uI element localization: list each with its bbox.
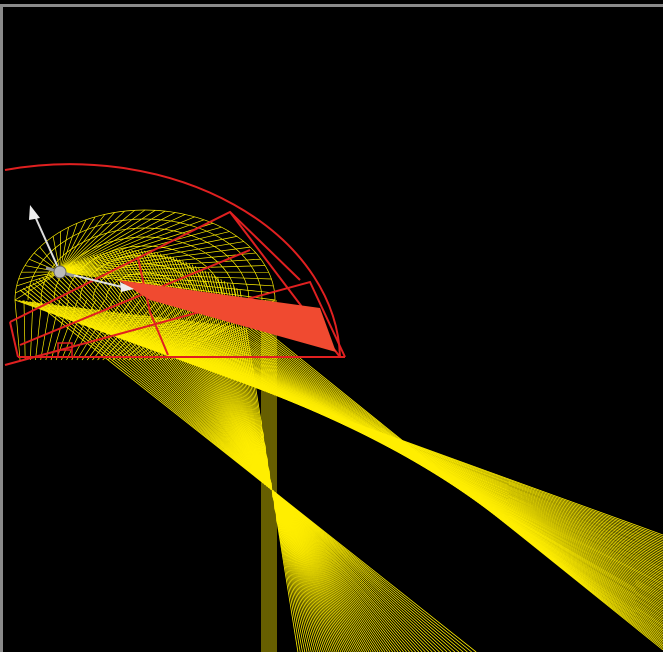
- frustum-arc: [4, 163, 341, 358]
- ray-line: [59, 216, 96, 273]
- ray-line: [131, 249, 368, 652]
- gizmo-center: [53, 265, 67, 279]
- viewport-border: [0, 4, 663, 652]
- gizmo-axis: [33, 213, 61, 273]
- ray-line: [83, 258, 404, 652]
- ray-line: [15, 271, 61, 294]
- ray-line: [67, 264, 420, 652]
- frustum-edge: [9, 321, 19, 358]
- ray-line: [42, 277, 448, 652]
- ray-line: [59, 226, 222, 273]
- ray-line: [89, 256, 399, 652]
- ray-line: [59, 219, 87, 273]
- ray-line: [14, 299, 21, 361]
- ray-line: [64, 265, 423, 652]
- ray-line: [59, 271, 275, 294]
- light-beam: [118, 280, 336, 352]
- gizmo-arrow: [29, 205, 40, 220]
- ray-line: [99, 253, 391, 652]
- ray-line: [59, 231, 230, 273]
- mesh-ring: [105, 272, 185, 301]
- light-gizmo[interactable]: [29, 205, 134, 292]
- ray-line: [150, 251, 355, 652]
- light-frustum: [4, 163, 346, 366]
- ray-line: [59, 216, 195, 273]
- frustum-edge: [19, 249, 251, 346]
- ray-line: [123, 299, 195, 361]
- ray-line: [45, 275, 444, 652]
- ray-line: [112, 299, 177, 361]
- ray-line: [59, 222, 214, 273]
- ray-line: [59, 209, 156, 273]
- ray-line: [71, 299, 105, 361]
- ray-line: [23, 299, 26, 361]
- ray-line: [70, 263, 416, 652]
- ray-line: [128, 249, 370, 652]
- frustum-edge: [137, 257, 169, 356]
- ray-line: [59, 214, 106, 273]
- ray-line: [118, 250, 376, 652]
- ray-line: [137, 250, 363, 652]
- ray-line: [159, 253, 349, 652]
- ray-line: [86, 257, 402, 652]
- ray-line: [86, 299, 132, 361]
- ray-line: [93, 255, 396, 652]
- mesh-ring: [40, 227, 250, 301]
- mesh-ring: [14, 209, 276, 301]
- ray-line: [59, 271, 276, 301]
- ray-line: [59, 271, 274, 287]
- ray-line: [59, 265, 266, 273]
- ray-line: [115, 250, 379, 652]
- ray-line: [16, 271, 61, 287]
- ray-line: [59, 210, 125, 273]
- frustum-edge: [4, 280, 346, 366]
- mesh-ring: [27, 218, 263, 301]
- ray-line: [59, 246, 251, 273]
- gizmo-arrow: [120, 282, 134, 292]
- ray-line: [59, 219, 205, 273]
- ray-line: [118, 299, 186, 361]
- ray-line: [59, 212, 176, 273]
- ray-line: [134, 249, 366, 652]
- ray-line: [35, 299, 43, 361]
- ray-line: [59, 231, 61, 273]
- ray-line: [147, 251, 357, 652]
- mesh-ring: [92, 263, 198, 301]
- ray-line: [18, 271, 61, 280]
- ray-line: [97, 299, 150, 361]
- ray-line: [45, 299, 61, 361]
- ray-line: [92, 299, 141, 361]
- ray-line: [96, 254, 394, 652]
- ray-line: [59, 271, 272, 280]
- ray-line: [48, 273, 440, 652]
- ray-line: [239, 289, 299, 652]
- ray-line: [59, 212, 115, 273]
- ray-line: [76, 299, 114, 361]
- ray-line: [59, 223, 78, 273]
- ray-line: [59, 252, 256, 273]
- ray-line: [59, 209, 146, 273]
- frustum-marker: [57, 342, 73, 357]
- ray-line: [108, 251, 383, 652]
- ray-line: [59, 241, 244, 273]
- ray-line: [156, 252, 351, 652]
- ray-line: [59, 227, 69, 273]
- ray-line: [50, 299, 70, 361]
- ray-line: [264, 329, 663, 651]
- ray-line: [59, 214, 186, 273]
- ray-line: [73, 261, 413, 652]
- ray-line: [77, 260, 410, 652]
- ray-line: [102, 252, 388, 652]
- ray-line: [121, 250, 374, 652]
- ray-line: [59, 210, 166, 273]
- ray-line: [40, 299, 52, 361]
- ray-line: [14, 271, 61, 301]
- ray-line: [81, 299, 123, 361]
- ray-line: [107, 299, 168, 361]
